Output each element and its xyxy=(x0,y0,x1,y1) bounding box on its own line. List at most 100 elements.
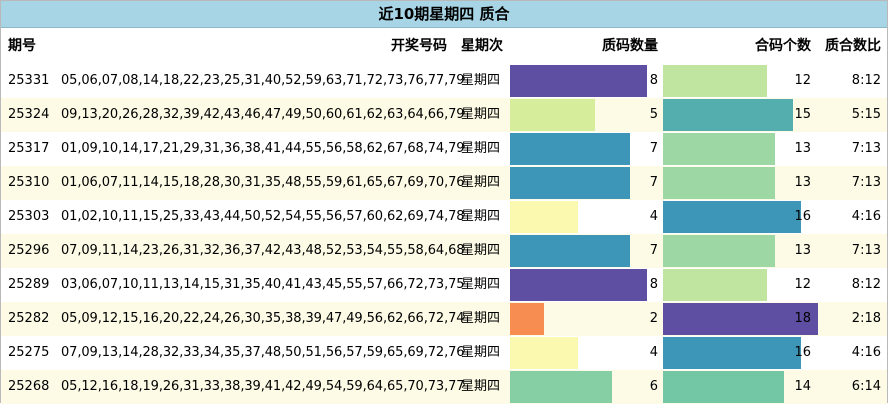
issue-cell: 25289 xyxy=(8,277,50,292)
table-row[interactable]: 25324 09,13,20,26,28,32,39,42,43,46,47,49… xyxy=(1,98,887,132)
prime-count-cell: 8 xyxy=(510,268,662,302)
table-row[interactable]: 25317 01,09,10,14,17,21,29,31,36,38,41,44… xyxy=(1,132,887,166)
header-ratio[interactable]: 质合数比 xyxy=(825,38,881,54)
composite-count-cell: 12 xyxy=(663,268,815,302)
prime-count-cell: 5 xyxy=(510,98,662,132)
composite-count-value: 13 xyxy=(794,141,811,156)
prime-count-bar xyxy=(510,269,647,301)
composite-count-value: 13 xyxy=(794,243,811,258)
weekday-cell: 星期四 xyxy=(461,277,501,292)
weekday-cell: 星期四 xyxy=(461,311,501,326)
composite-count-cell: 12 xyxy=(663,64,815,98)
composite-count-bar xyxy=(663,371,784,403)
prime-count-bar xyxy=(510,133,630,165)
ratio-cell: 2:18 xyxy=(851,311,881,326)
prime-count-value: 4 xyxy=(649,209,658,224)
ratio-cell: 8:12 xyxy=(851,73,881,88)
prime-count-value: 8 xyxy=(649,73,658,88)
ratio-cell: 5:15 xyxy=(851,107,881,122)
prime-count-value: 7 xyxy=(649,243,658,258)
composite-count-bar xyxy=(663,167,775,199)
composite-count-cell: 13 xyxy=(663,166,815,200)
prime-count-cell: 7 xyxy=(510,234,662,268)
table-row[interactable]: 25289 03,06,07,10,11,13,14,15,31,35,40,41… xyxy=(1,268,887,302)
header-prime-count-label: 质码数量 xyxy=(602,38,658,54)
issue-cell: 25303 xyxy=(8,209,50,224)
issue-cell: 25331 xyxy=(8,73,50,88)
table-row[interactable]: 25310 01,06,07,11,14,15,18,28,30,31,35,48… xyxy=(1,166,887,200)
numbers-cell: 09,13,20,26,28,32,39,42,43,46,47,49,50,6… xyxy=(61,107,465,122)
prime-count-bar xyxy=(510,99,595,131)
composite-count-value: 12 xyxy=(794,277,811,292)
table-row[interactable]: 25331 05,06,07,08,14,18,22,23,25,31,40,52… xyxy=(1,64,887,98)
prime-count-cell: 8 xyxy=(510,64,662,98)
prime-count-cell: 6 xyxy=(510,370,662,404)
composite-count-value: 13 xyxy=(794,175,811,190)
composite-count-value: 15 xyxy=(794,107,811,122)
table-row[interactable]: 25296 07,09,11,14,23,26,31,32,36,37,42,43… xyxy=(1,234,887,268)
header-numbers[interactable]: 开奖号码 xyxy=(391,38,447,54)
composite-count-cell: 18 xyxy=(663,302,818,336)
header-prime-count[interactable]: 质码数量 xyxy=(510,28,662,64)
composite-count-cell: 14 xyxy=(663,370,815,404)
table-row[interactable]: 25268 05,12,16,18,19,26,31,33,38,39,41,42… xyxy=(1,370,887,404)
composite-count-value: 18 xyxy=(794,311,811,326)
issue-cell: 25310 xyxy=(8,175,50,190)
weekday-cell: 星期四 xyxy=(461,379,501,394)
prime-count-bar xyxy=(510,371,612,403)
prime-count-bar xyxy=(510,235,630,267)
numbers-cell: 07,09,11,14,23,26,31,32,36,37,42,43,48,5… xyxy=(61,243,465,258)
issue-cell: 25296 xyxy=(8,243,50,258)
prime-count-value: 7 xyxy=(649,175,658,190)
ratio-cell: 4:16 xyxy=(851,209,881,224)
ratio-cell: 4:16 xyxy=(851,345,881,360)
prime-count-bar xyxy=(510,167,630,199)
issue-cell: 25275 xyxy=(8,345,50,360)
numbers-cell: 05,12,16,18,19,26,31,33,38,39,41,42,49,5… xyxy=(61,379,465,394)
prime-count-value: 5 xyxy=(649,107,658,122)
header-composite-count[interactable]: 合码个数 xyxy=(663,28,815,64)
issue-cell: 25282 xyxy=(8,311,50,326)
ratio-cell: 8:12 xyxy=(851,277,881,292)
header-issue[interactable]: 期号 xyxy=(8,38,36,54)
ratio-cell: 7:13 xyxy=(851,175,881,190)
composite-count-bar xyxy=(663,201,801,233)
table-row[interactable]: 25282 05,09,12,15,16,20,22,24,26,30,35,38… xyxy=(1,302,887,336)
issue-cell: 25324 xyxy=(8,107,50,122)
composite-count-value: 12 xyxy=(794,73,811,88)
prime-count-value: 7 xyxy=(649,141,658,156)
composite-count-bar xyxy=(663,269,767,301)
prime-count-value: 4 xyxy=(649,345,658,360)
composite-count-bar xyxy=(663,133,775,165)
composite-count-value: 16 xyxy=(794,209,811,224)
composite-count-value: 16 xyxy=(794,345,811,360)
prime-count-bar xyxy=(510,303,544,335)
table-row[interactable]: 25275 07,09,13,14,28,32,33,34,35,37,48,50… xyxy=(1,336,887,370)
prime-count-cell: 7 xyxy=(510,166,662,200)
composite-count-bar xyxy=(663,99,793,131)
header-weekday[interactable]: 星期次 xyxy=(461,38,503,54)
prime-count-bar xyxy=(510,337,578,369)
composite-count-cell: 16 xyxy=(663,336,815,370)
numbers-cell: 03,06,07,10,11,13,14,15,31,35,40,41,43,4… xyxy=(61,277,465,292)
composite-count-value: 14 xyxy=(794,379,811,394)
prime-count-cell: 4 xyxy=(510,336,662,370)
ratio-cell: 7:13 xyxy=(851,243,881,258)
weekday-cell: 星期四 xyxy=(461,107,501,122)
numbers-cell: 01,09,10,14,17,21,29,31,36,38,41,44,55,5… xyxy=(61,141,465,156)
weekday-cell: 星期四 xyxy=(461,175,501,190)
numbers-cell: 01,06,07,11,14,15,18,28,30,31,35,48,55,5… xyxy=(61,175,465,190)
composite-count-cell: 15 xyxy=(663,98,815,132)
composite-count-bar xyxy=(663,65,767,97)
numbers-cell: 07,09,13,14,28,32,33,34,35,37,48,50,51,5… xyxy=(61,345,465,360)
composite-count-cell: 13 xyxy=(663,132,815,166)
weekday-cell: 星期四 xyxy=(461,345,501,360)
composite-count-bar xyxy=(663,235,775,267)
table-row[interactable]: 25303 01,02,10,11,15,25,33,43,44,50,52,54… xyxy=(1,200,887,234)
prime-count-cell: 7 xyxy=(510,132,662,166)
prime-count-bar xyxy=(510,65,647,97)
table-body: 25331 05,06,07,08,14,18,22,23,25,31,40,52… xyxy=(1,64,887,404)
numbers-cell: 05,06,07,08,14,18,22,23,25,31,40,52,59,6… xyxy=(61,73,465,88)
issue-cell: 25268 xyxy=(8,379,50,394)
